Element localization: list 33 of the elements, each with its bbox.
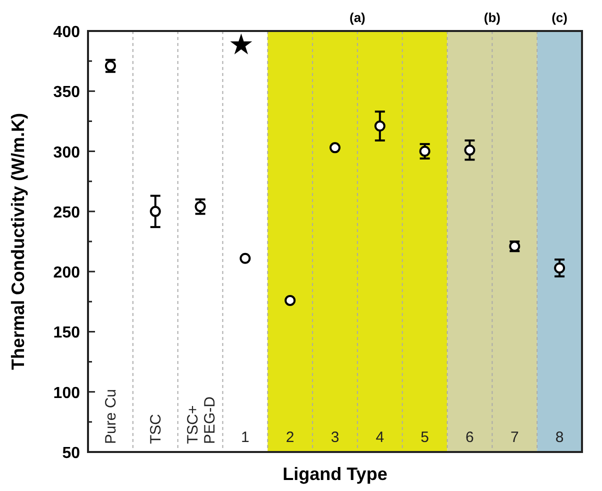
y-tick-label: 150	[53, 324, 80, 342]
point	[194, 201, 206, 212]
y-axis-title: Thermal Conductivity (W/m.K)	[8, 112, 28, 370]
x-tick-label: 6	[466, 429, 474, 446]
point	[554, 262, 566, 274]
point	[150, 206, 161, 217]
x-tick-label: 7	[510, 429, 519, 446]
point	[284, 294, 296, 306]
point	[240, 252, 251, 264]
point	[419, 146, 430, 157]
band-label: (c)	[552, 10, 568, 25]
point	[374, 120, 386, 132]
x-tick-label: 2	[286, 429, 294, 446]
x-tick-label: TSC+ PEG-D	[184, 396, 218, 444]
band-label: (b)	[484, 10, 500, 25]
x-tick-label: 3	[330, 429, 340, 446]
y-tick-label: 300	[53, 144, 80, 162]
point	[330, 142, 340, 154]
y-tick-label: 250	[53, 204, 80, 222]
x-tick-label: 5	[420, 429, 429, 446]
band-label: (a)	[350, 10, 366, 25]
point	[464, 144, 476, 156]
x-tick-label: TSC	[147, 414, 164, 444]
x-axis-title: Ligand Type	[282, 464, 388, 484]
x-tick-label: 4	[376, 429, 384, 446]
x-tick-label: Pure Cu	[102, 388, 120, 444]
x-tick-label: 8	[555, 429, 564, 446]
y-tick-label: 200	[53, 264, 80, 282]
y-tick-label: 100	[53, 384, 80, 402]
y-tick-label: 50	[62, 445, 80, 462]
y-tick-label: 350	[53, 84, 80, 102]
y-tick-label: 400	[53, 24, 80, 41]
x-tick-label: 1	[241, 429, 250, 446]
